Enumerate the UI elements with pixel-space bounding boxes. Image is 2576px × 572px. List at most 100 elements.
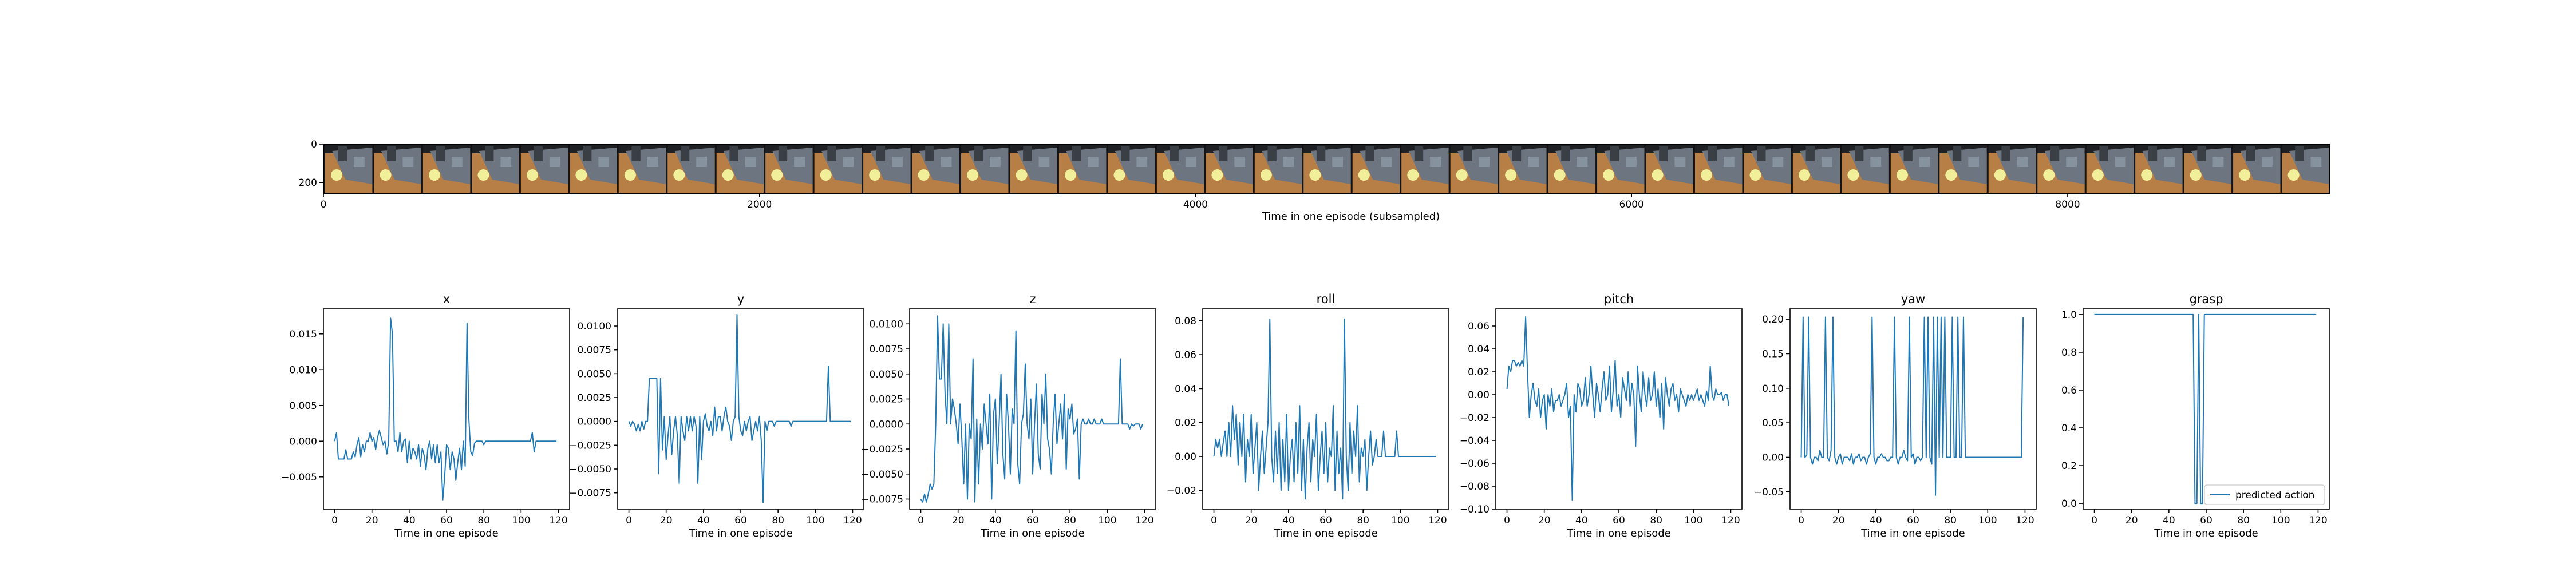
subplot-pitch: 0 20 40 60 80 100 120 −0.10 −0.08 −0.06 −0.04 −0.02… bbox=[1460, 292, 1743, 539]
xtick-label: 20 bbox=[1538, 515, 1551, 526]
ytick-label: −0.0075 bbox=[569, 488, 611, 499]
subplot-xlabel: Time in one episode bbox=[1566, 527, 1671, 539]
xtick-label: 40 bbox=[989, 515, 1002, 526]
frame-thumbnail bbox=[1938, 144, 1988, 193]
frame-thumbnail bbox=[1448, 144, 1498, 193]
ytick-label: 0.0 bbox=[2061, 498, 2077, 510]
xtick-label: 80 bbox=[772, 515, 784, 526]
strip-ytick-label: 0 bbox=[311, 139, 317, 150]
frame-thumbnail bbox=[2182, 144, 2232, 193]
subplot-grasp: 0 20 40 60 80 100 120 0.0 0.2 0.4 0.6 0.8 1.0 grasp Ti… bbox=[2061, 292, 2330, 539]
xtick-label: 20 bbox=[1832, 515, 1845, 526]
xtick-label: 80 bbox=[477, 515, 490, 526]
ytick-label: 0.0000 bbox=[870, 419, 903, 430]
xtick-label: 20 bbox=[366, 515, 378, 526]
ytick-label: 0.000 bbox=[289, 436, 317, 447]
subplot-title: z bbox=[1029, 292, 1036, 306]
frame-thumbnail bbox=[1644, 144, 1694, 193]
subplot-xlabel: Time in one episode bbox=[1860, 527, 1965, 539]
strip-xtick-label: 0 bbox=[321, 199, 327, 210]
ytick-label: 0.05 bbox=[1762, 418, 1784, 429]
xtick-label: 0 bbox=[918, 515, 924, 526]
xtick-label: 120 bbox=[843, 515, 862, 526]
frame-thumbnail bbox=[617, 144, 666, 193]
ytick-label: 0.02 bbox=[1175, 418, 1196, 429]
xtick-label: 100 bbox=[1098, 515, 1116, 526]
ytick-label: 0.0100 bbox=[578, 321, 611, 332]
ytick-label: 0.0075 bbox=[578, 345, 611, 356]
ytick-label: 0.0100 bbox=[870, 319, 903, 330]
axes-frame bbox=[323, 308, 570, 510]
frame-thumbnail bbox=[1008, 144, 1058, 193]
ytick-label: 0.08 bbox=[1175, 316, 1196, 327]
ytick-label: 0.005 bbox=[289, 400, 317, 412]
legend: predicted action bbox=[2204, 484, 2325, 505]
ytick-label: 0.4 bbox=[2061, 423, 2077, 434]
axes-frame bbox=[1495, 308, 1743, 510]
ytick-label: 0.00 bbox=[1762, 452, 1784, 463]
ytick-label: −0.02 bbox=[1167, 485, 1196, 496]
subplot-title: yaw bbox=[1901, 292, 1925, 306]
ytick-label: −0.06 bbox=[1460, 458, 1490, 470]
xtick-label: 40 bbox=[1282, 515, 1295, 526]
frame-thumbnail bbox=[1057, 144, 1107, 193]
xtick-label: 20 bbox=[1245, 515, 1258, 526]
ytick-label: 0.06 bbox=[1175, 349, 1196, 361]
xtick-label: 0 bbox=[1504, 515, 1510, 526]
frame-thumbnail bbox=[1155, 144, 1204, 193]
xtick-label: 100 bbox=[1684, 515, 1702, 526]
series-line bbox=[628, 314, 851, 503]
xtick-label: 20 bbox=[952, 515, 965, 526]
subplot-title: roll bbox=[1317, 292, 1336, 306]
frame-thumbnail bbox=[1546, 144, 1596, 193]
strip-frame bbox=[323, 144, 2330, 194]
frame-thumbnail bbox=[812, 144, 862, 193]
series-line bbox=[1506, 316, 1730, 500]
frame-thumbnail bbox=[470, 144, 520, 193]
strip-xtick-label: 2000 bbox=[747, 199, 772, 210]
xtick-label: 100 bbox=[512, 515, 530, 526]
ytick-label: 0.15 bbox=[1762, 348, 1784, 360]
xtick-label: 100 bbox=[2271, 515, 2290, 526]
frame-thumbnail bbox=[1840, 144, 1890, 193]
xtick-label: 60 bbox=[1613, 515, 1625, 526]
xtick-label: 60 bbox=[1026, 515, 1039, 526]
xtick-label: 0 bbox=[626, 515, 632, 526]
ytick-label: 0.0000 bbox=[578, 416, 611, 428]
strip-xlabel: Time in one episode (subsampled) bbox=[1262, 210, 1440, 223]
subplot-xlabel: Time in one episode bbox=[1273, 527, 1378, 539]
frame-thumbnail bbox=[1204, 144, 1254, 193]
xtick-label: 60 bbox=[1907, 515, 1919, 526]
frame-thumbnail bbox=[2084, 144, 2134, 193]
frame-thumbnail bbox=[1400, 144, 1449, 193]
frame-thumbnail bbox=[2280, 144, 2329, 193]
frame-thumbnail bbox=[1791, 144, 1840, 193]
frame-thumbnail bbox=[568, 144, 618, 193]
subplot-xlabel: Time in one episode bbox=[688, 527, 793, 539]
series-line bbox=[334, 317, 557, 500]
xtick-label: 120 bbox=[549, 515, 567, 526]
frame-thumbnail bbox=[1350, 144, 1400, 193]
strip-xtick-label: 8000 bbox=[2055, 199, 2080, 210]
series-line bbox=[1800, 316, 2024, 496]
frame-thumbnail bbox=[1498, 144, 1547, 193]
xtick-label: 80 bbox=[1064, 515, 1076, 526]
frame-thumbnail bbox=[2036, 144, 2085, 193]
subplot-xlabel: Time in one episode bbox=[980, 527, 1085, 539]
strip-xtick-label: 6000 bbox=[1619, 199, 1644, 210]
xtick-label: 120 bbox=[1721, 515, 1740, 526]
ytick-label: −0.0025 bbox=[861, 444, 903, 455]
ytick-label: −0.04 bbox=[1460, 435, 1490, 447]
xtick-label: 40 bbox=[697, 515, 710, 526]
ytick-label: 0.0025 bbox=[870, 394, 903, 406]
ytick-label: 0.015 bbox=[289, 329, 317, 340]
subplot-z: 0 20 40 60 80 100 120 −0.0075 −0.0050 −0.0025 0.00… bbox=[861, 292, 1156, 539]
subplot-title: x bbox=[443, 292, 450, 306]
ytick-label: 0.00 bbox=[1468, 390, 1490, 401]
subplot-yaw: 0 20 40 60 80 100 120 −0.05 0.00 0.05 0.10 0.15 0.20… bbox=[1754, 292, 2037, 539]
frame-thumbnail bbox=[372, 144, 422, 193]
frame-thumbnail bbox=[910, 144, 960, 193]
frame-thumbnail bbox=[1253, 144, 1302, 193]
xtick-label: 40 bbox=[1870, 515, 1882, 526]
